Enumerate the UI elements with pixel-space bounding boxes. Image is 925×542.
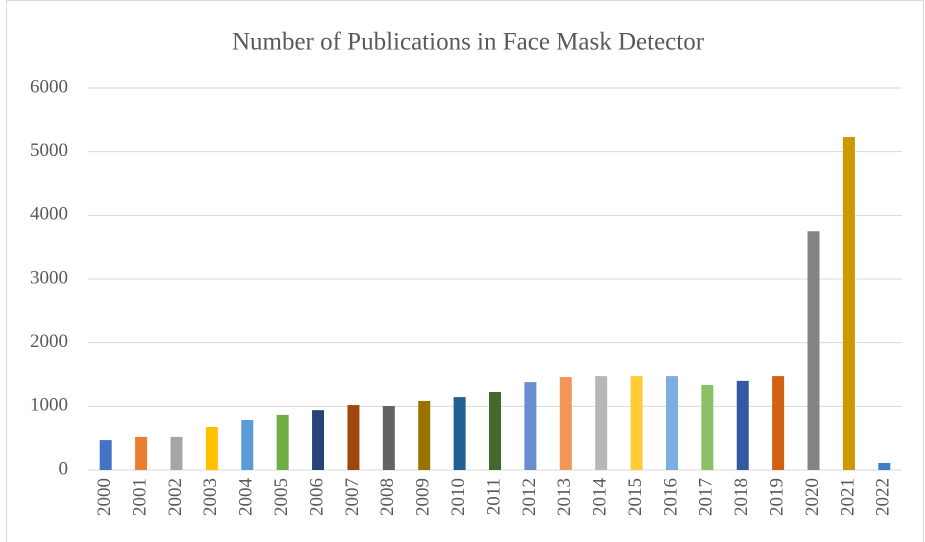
x-tick-label: 2020: [802, 478, 823, 516]
bar: [418, 400, 431, 470]
x-tick-label: 2017: [696, 478, 717, 516]
y-tick-label: 1000: [30, 395, 68, 416]
bar: [559, 377, 572, 470]
x-tick-label: 2008: [377, 478, 398, 516]
bar: [595, 376, 608, 470]
bar: [772, 376, 785, 470]
x-tick-label: 2021: [837, 478, 858, 516]
bar: [135, 436, 148, 470]
bar: [382, 406, 395, 470]
x-tick-label: 2009: [413, 478, 434, 516]
x-tick-label: 2019: [766, 478, 787, 516]
bar: [807, 231, 820, 470]
x-tick-label: 2002: [165, 478, 186, 516]
bar: [205, 427, 218, 470]
bar: [170, 436, 183, 470]
chart-title: Number of Publications in Face Mask Dete…: [232, 29, 705, 56]
bar: [701, 385, 714, 470]
x-tick-label: 2000: [94, 478, 115, 516]
y-tick-label: 6000: [30, 76, 68, 97]
x-tick-label: 2011: [483, 478, 504, 515]
bar: [842, 137, 855, 471]
bar: [241, 420, 254, 470]
y-tick-label: 3000: [30, 267, 68, 288]
bar: [312, 410, 325, 470]
x-tick-label: 2022: [873, 478, 894, 516]
x-tick-label: 2012: [519, 478, 540, 516]
bar: [630, 376, 643, 470]
chart-border: [6, 0, 924, 542]
bar: [99, 440, 112, 470]
y-tick-label: 2000: [30, 331, 68, 352]
x-tick-label: 2003: [200, 478, 221, 516]
x-tick-label: 2015: [625, 478, 646, 516]
x-tick-label: 2005: [271, 478, 292, 516]
x-tick-label: 2001: [129, 478, 150, 516]
bar: [524, 382, 537, 470]
bar: [736, 380, 749, 470]
x-tick-label: 2010: [448, 478, 469, 516]
x-tick-label: 2018: [731, 478, 752, 516]
bar: [665, 376, 678, 470]
bar: [347, 405, 360, 470]
x-tick-label: 2004: [236, 478, 257, 517]
y-tick-label: 5000: [30, 140, 68, 161]
x-tick-label: 2006: [306, 478, 327, 516]
x-tick-label: 2013: [554, 478, 575, 516]
x-tick-label: 2007: [342, 478, 363, 516]
bar: [878, 462, 891, 470]
y-tick-label: 4000: [30, 204, 68, 225]
bar: [276, 414, 289, 470]
x-tick-label: 2014: [590, 478, 611, 517]
x-tick-label: 2016: [660, 478, 681, 516]
y-tick-label: 0: [59, 458, 69, 479]
bar: [453, 397, 466, 470]
bar: [489, 392, 501, 470]
